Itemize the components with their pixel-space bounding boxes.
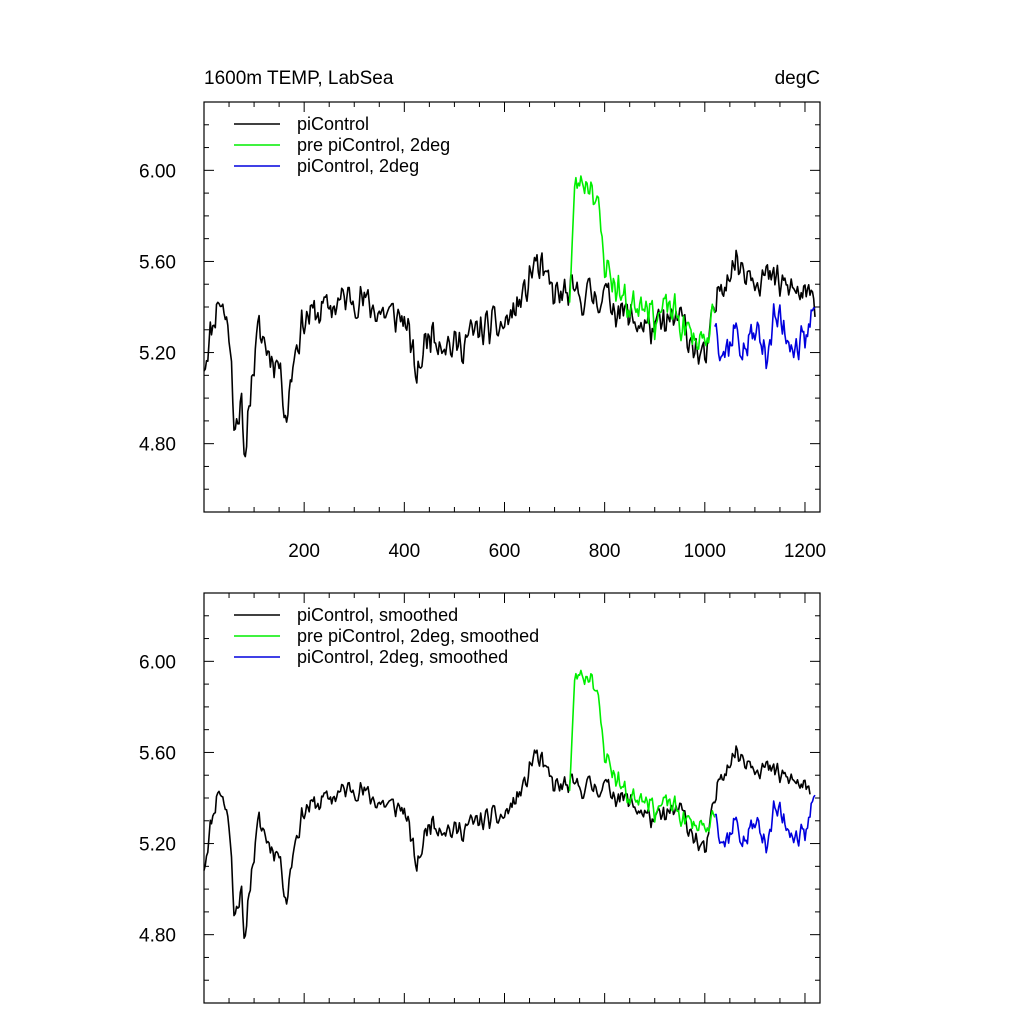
series-line-3 [714, 794, 816, 854]
y-tick-label: 5.20 [139, 344, 176, 365]
x-tick-label: 400 [388, 541, 420, 562]
x-tick-label: 600 [489, 541, 521, 562]
y-tick-label: 4.80 [139, 926, 176, 947]
bottom-axes: 4.80 5.20 5.60 6.00 [139, 592, 821, 1004]
x-tick-label: 800 [589, 541, 621, 562]
y-tick-label: 6.00 [139, 161, 176, 182]
bottom-series-layer [203, 669, 816, 940]
x-tick-label: 1200 [784, 541, 826, 562]
x-tick-label: 1000 [684, 541, 726, 562]
top-panel-units: degC [775, 68, 820, 89]
legend-label: pre piControl, 2deg, smoothed [297, 626, 539, 646]
top-series-layer [203, 175, 816, 458]
y-tick-label: 4.80 [139, 435, 176, 456]
top-axes: 4.80 5.20 5.60 6.00 200 400 600 800 1000 1200 [139, 101, 826, 562]
legend-label: piControl, smoothed [297, 605, 458, 625]
x-tick-label: 200 [288, 541, 320, 562]
legend-label: piControl, 2deg [297, 156, 419, 176]
y-tick-label: 6.00 [139, 652, 176, 673]
series-line-3 [714, 303, 816, 370]
y-tick-label: 5.20 [139, 835, 176, 856]
y-tick-label: 5.60 [139, 743, 176, 764]
series-line-2 [568, 669, 716, 833]
legend-label: piControl, 2deg, smoothed [297, 647, 508, 667]
top-panel-title: 1600m TEMP, LabSea [204, 68, 394, 89]
legend-label: pre piControl, 2deg [297, 135, 450, 155]
series-line-2 [568, 175, 716, 350]
y-tick-label: 5.60 [139, 252, 176, 273]
legend-label: piControl [297, 114, 369, 134]
